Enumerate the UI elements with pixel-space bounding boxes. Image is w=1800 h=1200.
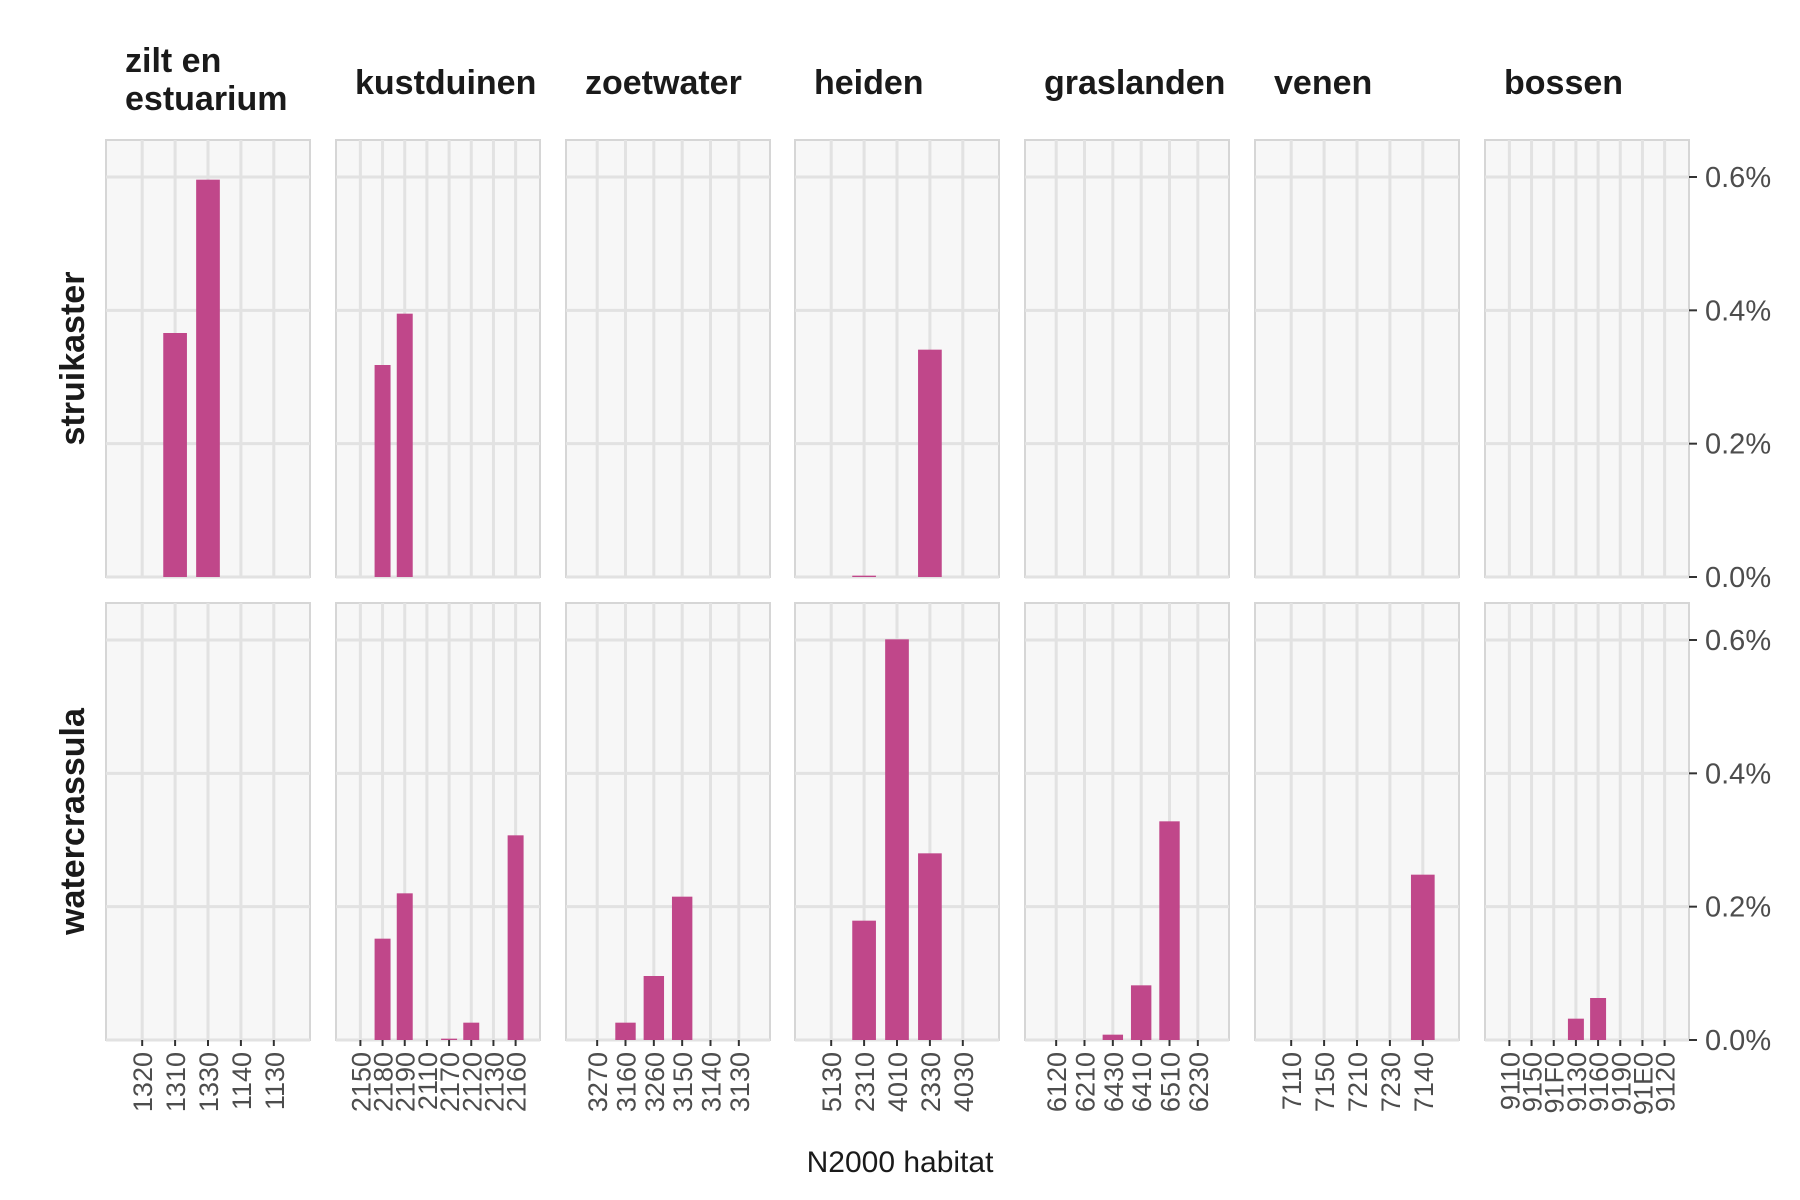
bar-struikaster-kustduinen-2190 <box>396 313 413 577</box>
x-tick-label: 6210 <box>1071 1052 1101 1112</box>
x-tick-label: 9190 <box>1606 1052 1636 1112</box>
bar-struikaster-zilt-en-estuarium-1310 <box>163 333 187 577</box>
bar-watercrassula-zoetwater-3150 <box>671 896 693 1040</box>
x-tick-label: 1320 <box>128 1052 158 1112</box>
x-tick-label: 9130 <box>1562 1052 1592 1112</box>
x-tick-label: 9160 <box>1584 1052 1614 1112</box>
bar-struikaster-kustduinen-2180 <box>374 365 391 577</box>
bar-struikaster-heiden-2310 <box>852 575 876 577</box>
column-strip-bossen: bossen <box>1504 64 1623 102</box>
x-tick-label: 3150 <box>668 1052 698 1112</box>
column-strip-heiden: heiden <box>814 64 924 102</box>
panel-struikaster-kustduinen <box>335 139 541 578</box>
x-tick-label: 7110 <box>1277 1052 1307 1110</box>
bar-struikaster-zilt-en-estuarium-1330 <box>196 179 220 577</box>
x-tick-label: 3160 <box>612 1052 642 1112</box>
bars <box>163 179 1607 1040</box>
bar-watercrassula-heiden-2310 <box>852 920 876 1040</box>
x-tick-label: 2160 <box>502 1052 532 1112</box>
row-strip-struikaster: struikaster <box>54 272 92 446</box>
labels: zilt en estuarium kustduinen zoetwater heide… <box>54 42 1771 1115</box>
x-tick-label: 4030 <box>949 1052 979 1112</box>
bar-watercrassula-heiden-2330 <box>918 853 942 1040</box>
panel-struikaster-zoetwater <box>565 139 771 578</box>
x-tick-label: 2310 <box>850 1052 880 1112</box>
x-tick-label: 6230 <box>1184 1052 1214 1112</box>
bar-watercrassula-kustduinen-2170 <box>441 1038 458 1040</box>
bar-struikaster-heiden-2330 <box>918 349 942 577</box>
x-axis-title: N2000 habitat <box>807 1146 994 1179</box>
x-tick-label: 9120 <box>1651 1052 1681 1112</box>
x-tick-label: 3130 <box>725 1052 755 1112</box>
y-tick-label: 0.6% <box>1705 162 1771 194</box>
panel-watercrassula-graslanden <box>1024 602 1230 1041</box>
x-tick-label: 2120 <box>457 1052 487 1112</box>
panel-struikaster-bossen <box>1484 139 1690 578</box>
x-tick-label: 91E0 <box>1628 1052 1658 1115</box>
column-strip-kustduinen: kustduinen <box>355 64 536 102</box>
y-tick-label: 0.4% <box>1705 758 1771 790</box>
x-tick-label: 9110 <box>1495 1052 1525 1110</box>
bar-watercrassula-venen-7140 <box>1410 874 1435 1040</box>
column-strip-zilt-en-estuarium: zilt en estuarium <box>125 42 288 118</box>
x-tick-label: 2180 <box>369 1052 399 1112</box>
x-tick-label: 3140 <box>697 1052 727 1112</box>
bar-watercrassula-heiden-4010 <box>885 639 909 1040</box>
x-tick-label: 2150 <box>346 1052 376 1112</box>
x-tick-label: 2130 <box>479 1052 509 1112</box>
x-tick-label: 6510 <box>1156 1052 1186 1112</box>
y-tick-label: 0.6% <box>1705 625 1771 657</box>
bar-watercrassula-graslanden-6410 <box>1130 985 1152 1040</box>
panel-watercrassula-zoetwater <box>565 602 771 1041</box>
x-tick-label: 2190 <box>391 1052 421 1112</box>
bar-watercrassula-graslanden-6430 <box>1102 1034 1124 1040</box>
x-tick-label: 6410 <box>1127 1052 1157 1112</box>
panel-watercrassula-bossen <box>1484 602 1690 1041</box>
x-tick-label: 2110 <box>413 1052 443 1110</box>
x-tick-label: 1140 <box>227 1052 257 1110</box>
panel-struikaster-graslanden <box>1024 139 1230 578</box>
x-tick-label: 7150 <box>1310 1052 1340 1112</box>
bar-watercrassula-kustduinen-2160 <box>507 835 524 1040</box>
panel-watercrassula-kustduinen <box>335 602 541 1041</box>
bar-watercrassula-zoetwater-3160 <box>615 1022 636 1040</box>
x-tick-label: 2170 <box>435 1052 465 1112</box>
row-strip-watercrassula: watercrassula <box>54 707 92 936</box>
y-tick-label: 0.2% <box>1705 892 1771 924</box>
x-tick-label: 7230 <box>1376 1052 1406 1112</box>
x-tick-label: 6120 <box>1042 1052 1072 1112</box>
bar-watercrassula-kustduinen-2120 <box>463 1022 480 1040</box>
column-strip-graslanden: graslanden <box>1044 64 1225 102</box>
x-tick-label: 7140 <box>1409 1052 1439 1112</box>
column-strip-zoetwater: zoetwater <box>585 64 742 102</box>
bar-watercrassula-bossen-9160 <box>1590 998 1607 1040</box>
bar-watercrassula-zoetwater-3260 <box>643 976 665 1040</box>
bar-watercrassula-kustduinen-2180 <box>374 938 391 1040</box>
bar-watercrassula-bossen-9130 <box>1567 1018 1584 1040</box>
y-tick-label: 0.0% <box>1705 1025 1771 1057</box>
x-tick-label: 2330 <box>916 1052 946 1112</box>
x-tick-label: 5130 <box>817 1052 847 1112</box>
x-tick-label: 91F0 <box>1540 1052 1570 1114</box>
x-tick-label: 1310 <box>161 1052 191 1112</box>
column-strip-venen: venen <box>1274 64 1372 102</box>
y-tick-label: 0.4% <box>1705 295 1771 327</box>
bar-watercrassula-graslanden-6510 <box>1159 821 1180 1040</box>
x-tick-label: 1330 <box>194 1052 224 1112</box>
y-tick-label: 0.0% <box>1705 562 1771 594</box>
panels <box>105 139 1690 1042</box>
y-tick-label: 0.2% <box>1705 429 1771 461</box>
x-tick-label: 3260 <box>640 1052 670 1112</box>
x-tick-label: 9150 <box>1518 1052 1548 1112</box>
bar-watercrassula-kustduinen-2190 <box>396 893 413 1040</box>
x-tick-label: 4010 <box>883 1052 913 1112</box>
x-tick-label: 1130 <box>260 1052 290 1110</box>
x-tick-label: 7210 <box>1343 1052 1373 1112</box>
x-tick-label: 3270 <box>583 1052 613 1112</box>
x-tick-label: 6430 <box>1099 1052 1129 1112</box>
